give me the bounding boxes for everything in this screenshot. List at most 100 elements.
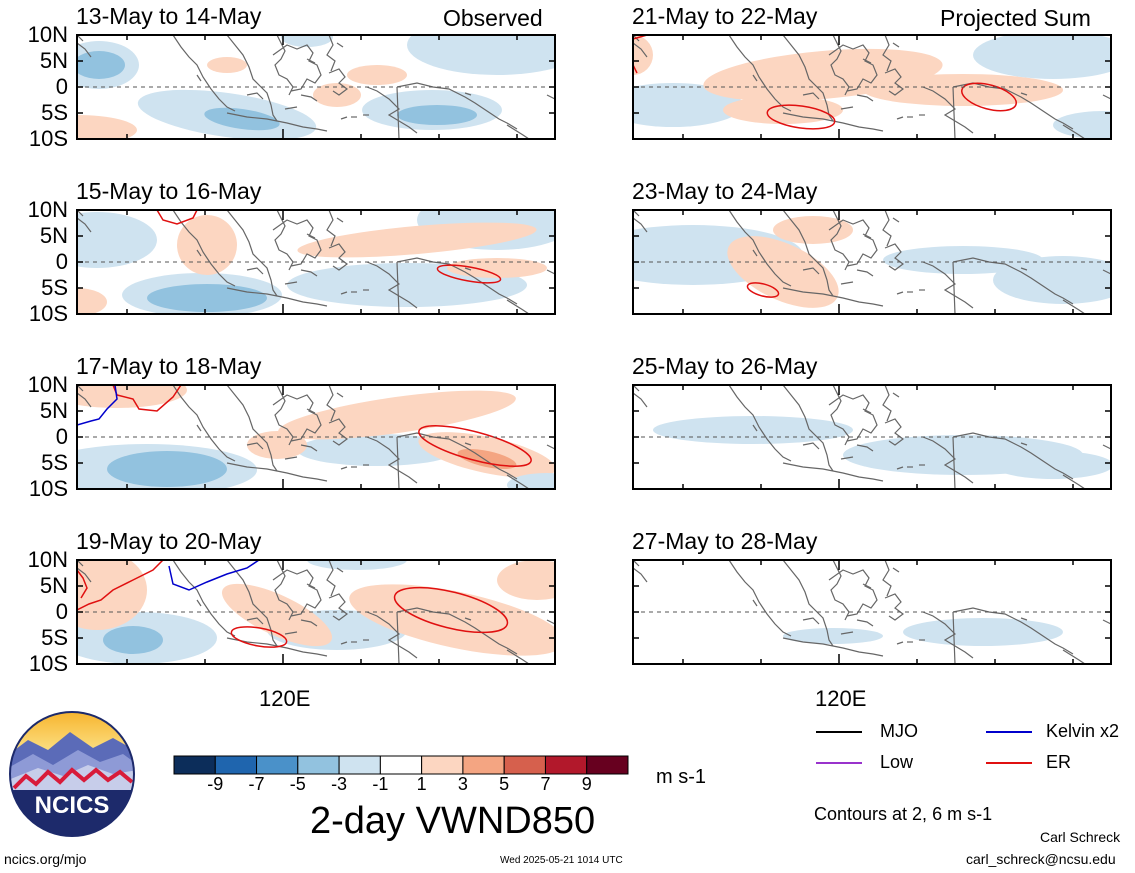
coastline [196, 249, 202, 257]
coastline [1020, 267, 1028, 271]
coastline [830, 385, 850, 446]
coastline [306, 58, 316, 64]
projected-sum-label: Projected Sum [940, 5, 1091, 31]
coastline [782, 112, 884, 132]
wind-anomaly-shading [407, 35, 555, 75]
coastline [1062, 124, 1086, 139]
y-tick-label: 10S [28, 651, 68, 676]
coastline [856, 94, 874, 102]
panel-title-8: 27-May to 28-May [632, 528, 818, 554]
coastline [840, 106, 854, 110]
er-contour [156, 210, 198, 225]
panel-title-6: 23-May to 24-May [632, 178, 818, 204]
coastline [728, 560, 792, 637]
coastline [326, 35, 336, 72]
y-tick-label: 5S [41, 275, 68, 300]
panel-title-3: 17-May to 18-May [76, 353, 262, 379]
coastline [856, 444, 874, 452]
coastline [882, 385, 892, 422]
y-tick-label: 10S [28, 126, 68, 151]
coastline [952, 436, 956, 489]
coastline [633, 217, 648, 233]
coastline [226, 560, 278, 647]
coastline [464, 442, 472, 446]
er-contour [418, 425, 532, 467]
coastline [862, 58, 872, 64]
coastline [892, 392, 900, 398]
coastline [300, 619, 318, 627]
coastline [952, 86, 956, 139]
colorbar-tick: 9 [581, 774, 592, 794]
coastline [728, 35, 792, 112]
coastline [828, 219, 878, 267]
colorbar-tick: -9 [207, 774, 224, 794]
coastline [272, 394, 322, 442]
footer-url: ncics.org/mjo [4, 851, 87, 867]
coastline [882, 210, 892, 247]
wind-anomaly-shading [278, 390, 516, 440]
footer-timestamp: Wed 2025-05-21 1014 UTC [500, 855, 623, 866]
colorbar-tick: 1 [416, 774, 427, 794]
coastline [326, 210, 336, 247]
wind-anomaly-shading [397, 105, 477, 125]
coastline [274, 35, 294, 96]
colorbar-swatch [256, 755, 299, 775]
er-contour [77, 569, 88, 599]
er-contour [766, 104, 836, 130]
coastline [226, 35, 278, 122]
coastline [77, 392, 92, 408]
coastline [633, 42, 648, 58]
coastline [506, 124, 530, 139]
coastline [892, 217, 900, 223]
coastline [896, 466, 904, 470]
y-tick-label: 0 [55, 424, 68, 449]
coastline [782, 462, 884, 482]
colorbar-tick: -5 [289, 774, 306, 794]
coastline [328, 418, 348, 446]
kelvin-contour [77, 385, 118, 426]
coastline [1102, 269, 1111, 275]
coastline [366, 611, 418, 659]
coastline [1062, 649, 1086, 664]
y-tick-label: 10N [27, 197, 68, 222]
colorbar-swatch [462, 755, 505, 775]
colorbar-swatch [421, 755, 464, 775]
wind-anomaly-shading [247, 431, 307, 459]
wind-anomaly-shading [297, 222, 537, 258]
map-panel-L3 [76, 559, 556, 665]
coastline [226, 287, 328, 307]
wind-anomaly-shading [313, 83, 361, 107]
map-panel-L0 [76, 34, 556, 140]
wind-anomaly-shading [204, 107, 280, 131]
colorbar-tick: 7 [540, 774, 551, 794]
coastline [196, 599, 202, 607]
colorbar-tick: -1 [372, 774, 389, 794]
coastline [246, 442, 264, 450]
coastline [246, 267, 264, 275]
legend-kelvin: Kelvin x2 [1046, 721, 1120, 741]
wind-anomaly-shading [633, 35, 653, 75]
coastline [840, 456, 854, 460]
coastline [752, 249, 758, 257]
colorbar-swatch [586, 755, 629, 775]
coastline [862, 233, 872, 239]
coastline [546, 94, 555, 100]
coastline [246, 92, 264, 100]
coastline [396, 86, 400, 139]
coastline [272, 219, 322, 267]
coastline [856, 619, 874, 627]
coastline [366, 261, 418, 309]
coastline [1062, 474, 1086, 489]
legend-low: Low [880, 752, 914, 772]
coastline [546, 269, 555, 275]
colorbar-swatch [297, 755, 340, 775]
panel-title-2: 15-May to 16-May [76, 178, 262, 204]
wind-anomaly-shading [221, 583, 333, 647]
coastline [830, 35, 850, 96]
er-contour [230, 626, 288, 648]
coastline [922, 611, 974, 659]
coastline [196, 424, 202, 432]
coastline [828, 569, 878, 617]
coastline [922, 261, 974, 309]
